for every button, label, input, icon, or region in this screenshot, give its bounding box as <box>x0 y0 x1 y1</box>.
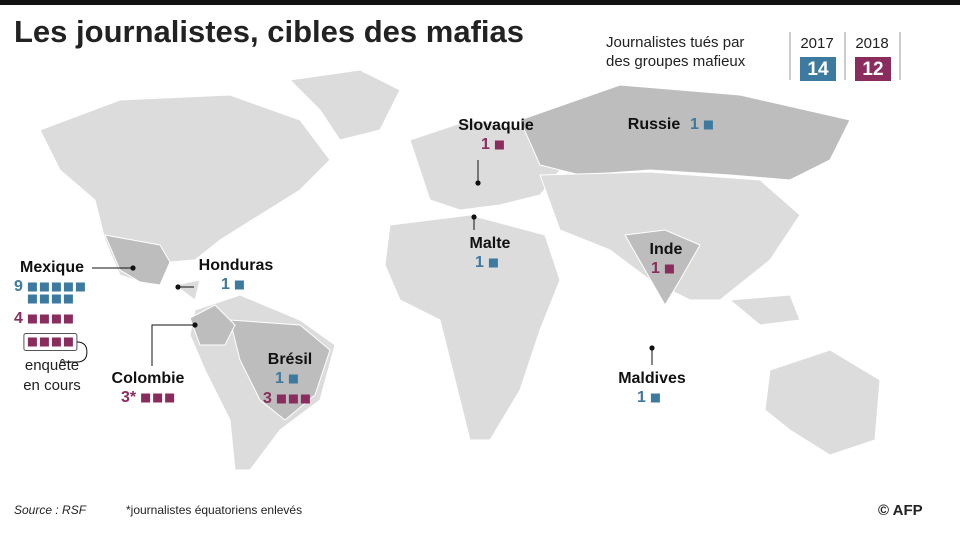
central-america <box>173 279 201 301</box>
country-label: Colombie 3* <box>112 322 198 406</box>
count-square <box>288 394 298 404</box>
country-name: Malte <box>470 235 511 252</box>
count-label: 3* <box>121 389 137 406</box>
count-square <box>63 314 73 324</box>
count-square <box>63 282 73 292</box>
count-square <box>488 258 498 268</box>
legend-total: 12 <box>862 59 883 80</box>
location-dot <box>471 214 477 220</box>
country-name: Maldives <box>618 370 686 387</box>
top-bar <box>0 0 960 5</box>
country-name: Colombie <box>112 370 185 387</box>
count-label: 1 <box>690 116 699 133</box>
legend-total: 14 <box>807 59 829 80</box>
north-america <box>39 94 331 286</box>
legend: Journalistes tués par des groupes mafieu… <box>606 32 901 80</box>
legend-label: des groupes mafieux <box>606 53 746 70</box>
count-label: 4 <box>14 310 23 327</box>
count-square <box>39 282 49 292</box>
country-label: Inde 1 <box>650 241 683 277</box>
count-square <box>153 393 163 403</box>
pending-bracket <box>60 341 88 363</box>
country-label: Maldives 1 <box>618 345 686 406</box>
country-name: Honduras <box>199 257 274 274</box>
leader-line <box>151 324 195 366</box>
count-label: 1 <box>481 136 490 153</box>
count-square <box>39 314 49 324</box>
location-dot <box>192 322 198 328</box>
count-label: 1 <box>221 276 230 293</box>
count-square <box>664 264 674 274</box>
location-dot <box>649 345 655 351</box>
pending-square <box>51 337 61 347</box>
count-square <box>288 374 298 384</box>
count-square <box>494 140 504 150</box>
count-square <box>141 393 151 403</box>
location-dot <box>130 265 136 271</box>
count-label: 1 <box>637 389 646 406</box>
count-square <box>276 394 286 404</box>
location-dot <box>475 180 481 186</box>
count-label: 3 <box>263 390 272 407</box>
title: Les journalistes, cibles des mafias <box>14 14 524 49</box>
country-label: Slovaquie 1 <box>458 117 534 186</box>
country-name: Inde <box>650 241 683 258</box>
count-square <box>63 294 73 304</box>
pending-label: en cours <box>23 377 81 394</box>
count-square <box>300 394 310 404</box>
location-dot <box>175 284 181 290</box>
count-square <box>27 294 37 304</box>
russia <box>519 84 851 181</box>
legend-total-box <box>855 57 891 81</box>
pending-square <box>63 337 73 347</box>
count-square <box>234 280 244 290</box>
country-label: Honduras 1 <box>175 257 273 293</box>
count-label: 1 <box>651 260 660 277</box>
count-square <box>39 294 49 304</box>
legend-year: 2017 <box>800 35 833 52</box>
count-label: 9 <box>14 278 23 295</box>
pending-square <box>39 337 49 347</box>
count-square <box>51 314 61 324</box>
country-label: Malte 1 <box>470 214 511 271</box>
count-square <box>51 282 61 292</box>
count-label: 1 <box>475 254 484 271</box>
count-square <box>27 282 37 292</box>
country-name: Slovaquie <box>458 117 534 134</box>
pending-label: enquête <box>25 357 79 374</box>
count-label: 1 <box>275 370 284 387</box>
africa <box>384 214 561 441</box>
india <box>624 229 701 306</box>
count-square <box>27 314 37 324</box>
count-square <box>51 294 61 304</box>
credit: © AFP <box>878 502 923 519</box>
legend-total-box <box>800 57 836 81</box>
pending-square <box>27 337 37 347</box>
australia <box>764 349 881 456</box>
legend-label: Journalistes tués par <box>606 34 744 51</box>
country-label: Russie 1 <box>628 116 713 133</box>
country-name: Mexique <box>20 259 84 276</box>
europe <box>409 119 561 211</box>
source: Source : RSF <box>14 503 87 517</box>
country-label: Brésil 13 <box>263 351 312 407</box>
note: *journalistes équatoriens enlevés <box>126 503 302 517</box>
count-square <box>165 393 175 403</box>
colombia <box>189 304 236 346</box>
greenland <box>288 69 401 141</box>
count-square <box>703 120 713 130</box>
legend-year: 2018 <box>855 35 888 52</box>
mexico <box>104 234 171 286</box>
indonesia <box>728 294 801 326</box>
country-label: Mexique 9 4 enquête en cours <box>14 259 136 394</box>
country-name: Brésil <box>268 351 312 368</box>
count-square <box>650 393 660 403</box>
country-name: Russie <box>628 116 681 133</box>
count-square <box>75 282 85 292</box>
